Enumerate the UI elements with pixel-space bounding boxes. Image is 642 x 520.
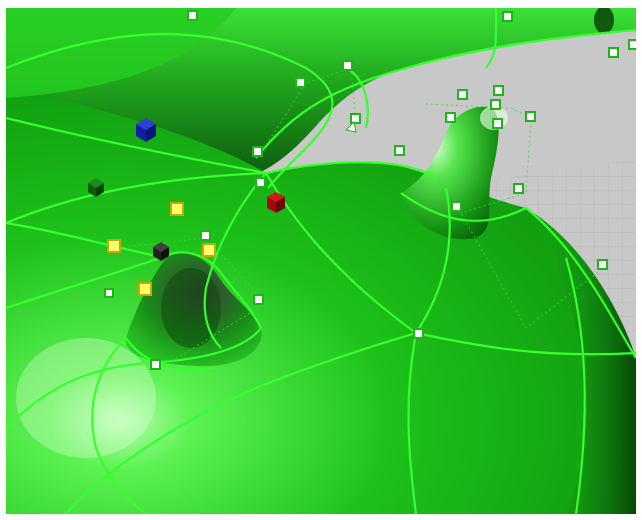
control-points — [104, 10, 636, 370]
control-point[interactable] — [628, 39, 636, 50]
isocurve — [65, 331, 417, 514]
isocurve-group — [6, 8, 636, 514]
control-point[interactable] — [597, 259, 608, 270]
control-point[interactable] — [255, 177, 266, 188]
control-point[interactable] — [490, 99, 501, 110]
perspective-viewport[interactable] — [6, 8, 636, 514]
selected-control-point[interactable] — [202, 243, 216, 257]
isocurve — [6, 327, 262, 429]
control-point[interactable] — [252, 146, 263, 157]
control-point[interactable] — [492, 118, 503, 129]
control-point[interactable] — [350, 113, 361, 124]
isocurve — [345, 67, 369, 129]
control-point[interactable] — [394, 145, 405, 156]
isocurve — [203, 172, 267, 349]
control-point[interactable] — [525, 111, 536, 122]
control-point[interactable] — [457, 89, 468, 100]
left-upper-surface — [6, 8, 236, 98]
control-point[interactable] — [608, 47, 619, 58]
control-point[interactable] — [513, 183, 524, 194]
control-point[interactable] — [295, 77, 306, 88]
control-point[interactable] — [187, 10, 198, 21]
isocurve — [6, 116, 437, 179]
isocurve — [165, 251, 262, 329]
surface-model-canvas[interactable] — [6, 8, 636, 514]
tube-end-cap — [594, 8, 614, 34]
seam-marker-icon — [344, 120, 357, 133]
control-point[interactable] — [253, 294, 264, 305]
control-point[interactable] — [342, 60, 353, 71]
right-cone-spout[interactable] — [401, 106, 499, 240]
isocurve — [415, 187, 451, 334]
control-point[interactable] — [502, 11, 513, 22]
control-hull-line — [425, 103, 532, 214]
control-point[interactable] — [445, 112, 456, 123]
control-point[interactable] — [493, 85, 504, 96]
selected-control-point[interactable] — [138, 282, 152, 296]
control-hull-line — [260, 67, 357, 154]
body-edge-shadow — [526, 208, 636, 514]
isocurve — [6, 254, 167, 310]
isocurve — [400, 192, 527, 222]
isocurve — [6, 171, 267, 225]
isocurve — [485, 8, 498, 69]
blue-manipulator-cube[interactable] — [136, 118, 156, 142]
control-hull-line — [460, 212, 607, 329]
isocurve — [415, 331, 636, 356]
control-point[interactable] — [150, 359, 161, 370]
isocurve — [91, 337, 147, 514]
isocurve — [255, 28, 636, 159]
control-point[interactable] — [413, 328, 424, 339]
isocurve — [6, 221, 167, 260]
selected-control-point[interactable] — [170, 202, 184, 216]
selected-control-point[interactable] — [107, 239, 121, 253]
isocurve — [267, 147, 307, 189]
selected-control-points — [107, 202, 216, 296]
control-point[interactable] — [451, 201, 462, 212]
dark-manipulator-cube[interactable] — [153, 242, 169, 261]
surface-highlight — [16, 338, 156, 458]
isocurve — [125, 337, 217, 371]
isocurve — [564, 257, 586, 514]
green-manipulator-cube[interactable] — [88, 178, 104, 197]
control-point[interactable] — [104, 288, 114, 298]
isocurve — [265, 172, 417, 334]
control-point[interactable] — [200, 230, 211, 241]
red-manipulator-cube[interactable] — [267, 192, 285, 213]
isocurve — [6, 33, 334, 149]
isocurve — [407, 332, 418, 514]
